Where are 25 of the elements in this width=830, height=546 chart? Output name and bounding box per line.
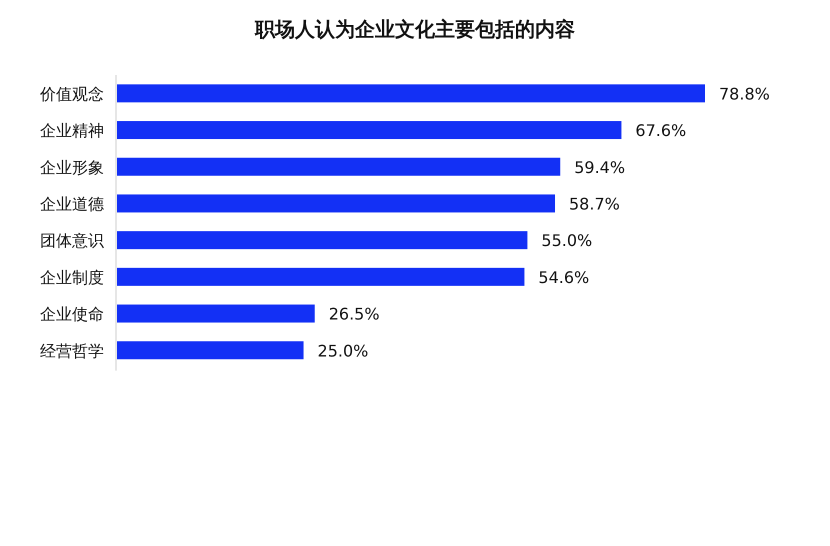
bar — [117, 158, 560, 176]
bar — [117, 84, 705, 102]
y-tick-label: 企业形象 — [40, 158, 104, 177]
data-label: 67.6% — [635, 121, 686, 140]
y-tick-label: 企业精神 — [40, 121, 104, 140]
data-label: 54.6% — [538, 268, 590, 287]
chart-title: 职场人认为企业文化主要包括的内容 — [254, 17, 575, 41]
bar — [117, 268, 524, 286]
y-tick-label: 企业道德 — [40, 194, 104, 214]
data-label: 59.4% — [574, 158, 626, 177]
y-tick-label: 团体意识 — [40, 231, 104, 250]
y-tick-label: 经营哲学 — [40, 341, 104, 360]
y-tick-label: 价值观念 — [39, 84, 104, 104]
data-label: 26.5% — [328, 304, 380, 324]
data-label: 55.0% — [541, 231, 592, 250]
bar — [117, 231, 528, 250]
bar — [117, 341, 304, 360]
data-label: 58.7% — [569, 194, 620, 214]
bar — [117, 194, 556, 212]
data-label: 25.0% — [318, 341, 368, 360]
y-tick-label: 企业使命 — [40, 304, 104, 324]
bar — [117, 121, 622, 140]
data-label: 78.8% — [719, 84, 770, 104]
bar — [117, 304, 315, 323]
y-tick-label: 企业制度 — [40, 268, 104, 287]
